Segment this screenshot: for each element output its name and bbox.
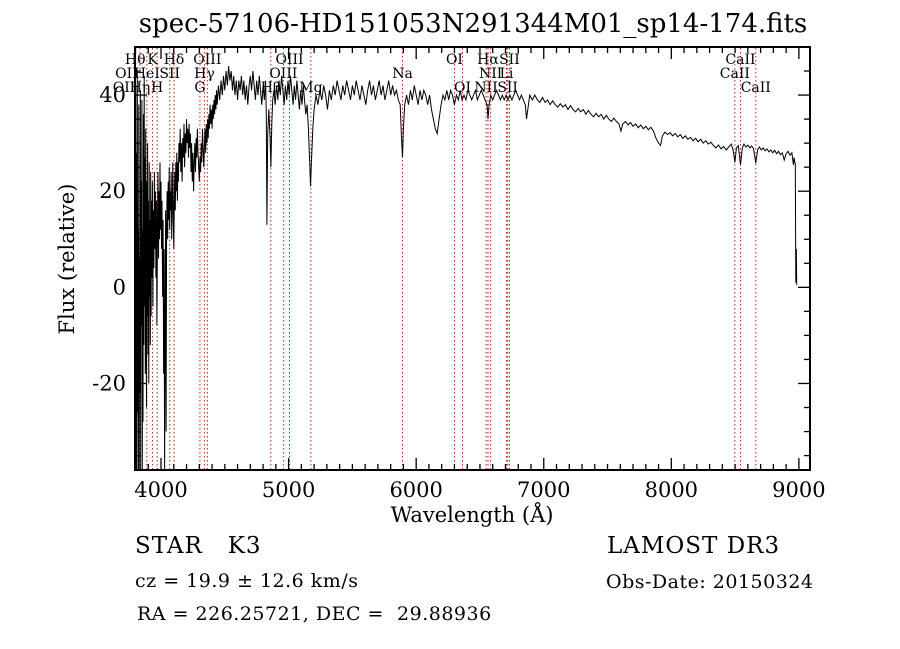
spectral-line-label: CaII xyxy=(741,80,771,96)
spectral-line-label: K xyxy=(147,52,158,68)
spectral-line-label: OIII xyxy=(269,66,297,82)
survey-release-label: LAMOST DR3 xyxy=(607,533,781,559)
spectral-line-label: CaII xyxy=(720,66,750,82)
y-axis-label: Flux (relative) xyxy=(55,183,79,335)
spectral-line-label: SII xyxy=(497,80,518,96)
spectral-line-label: Na xyxy=(392,66,413,82)
spectral-line-label: G xyxy=(194,80,205,96)
x-tick-label: 8000 xyxy=(645,478,698,502)
x-tick-label: 7000 xyxy=(517,478,570,502)
spectral-line-label: OII xyxy=(115,66,138,82)
spectral-line-label: Hη xyxy=(130,80,151,96)
spectral-line-label: Li xyxy=(500,66,514,82)
spectral-line-label: HeI xyxy=(134,66,160,82)
axis-tick-labels-group: 4000 5000 6000 7000 8000 9000 -20 0 20 40 xyxy=(92,83,825,502)
plot-frame xyxy=(134,46,811,471)
x-tick-label: 6000 xyxy=(389,478,442,502)
x-tick-label: 9000 xyxy=(772,478,825,502)
spectral-line-label: OII xyxy=(113,80,136,96)
x-axis-label: Wavelength (Å) xyxy=(390,503,554,527)
spectral-line-label: OIII xyxy=(275,52,303,68)
spectrum-trace xyxy=(135,66,798,470)
axis-ticks-group xyxy=(134,46,810,470)
spectral-line-label: SII xyxy=(159,66,180,82)
x-tick-label: 5000 xyxy=(262,478,315,502)
spectral-line-label: OI xyxy=(454,80,471,96)
spectral-line-label: H xyxy=(151,80,163,96)
spectral-line-label: NII xyxy=(479,66,502,82)
spectral-line-label: Hθ xyxy=(125,52,146,68)
spectral-line-label: NII xyxy=(474,80,497,96)
spectral-line-label: OI xyxy=(446,52,463,68)
spectral-line-label: Hδ xyxy=(164,52,185,68)
object-class-label: STAR K3 xyxy=(135,533,262,559)
spectral-line-label: CaII xyxy=(725,52,755,68)
plot-title: spec-57106-HD151053N291344M01_sp14-174.f… xyxy=(138,9,808,39)
spectral-line-label: Mg xyxy=(299,80,322,96)
obs-date-label: Obs-Date: 20150324 xyxy=(606,571,814,593)
y-tick-label: 20 xyxy=(99,179,126,203)
spectrum-trace-group xyxy=(135,66,798,470)
spectral-line-label: Hα xyxy=(477,52,499,68)
spectral-line-label: Hγ xyxy=(194,66,215,82)
spectral-line-markers-group xyxy=(135,48,757,469)
y-tick-label: 40 xyxy=(99,83,126,107)
radial-velocity-label: cz = 19.9 ± 12.6 km/s xyxy=(135,570,359,592)
y-tick-label: -20 xyxy=(92,371,126,395)
y-tick-label: 0 xyxy=(113,275,126,299)
spectral-line-label: SII xyxy=(499,52,520,68)
spectral-line-label: Hβ xyxy=(261,80,281,96)
spectral-line-label: OIII xyxy=(193,52,221,68)
ra-dec-label: RA = 226.25721, DEC = 29.88936 xyxy=(137,603,492,625)
x-tick-label: 4000 xyxy=(134,478,187,502)
